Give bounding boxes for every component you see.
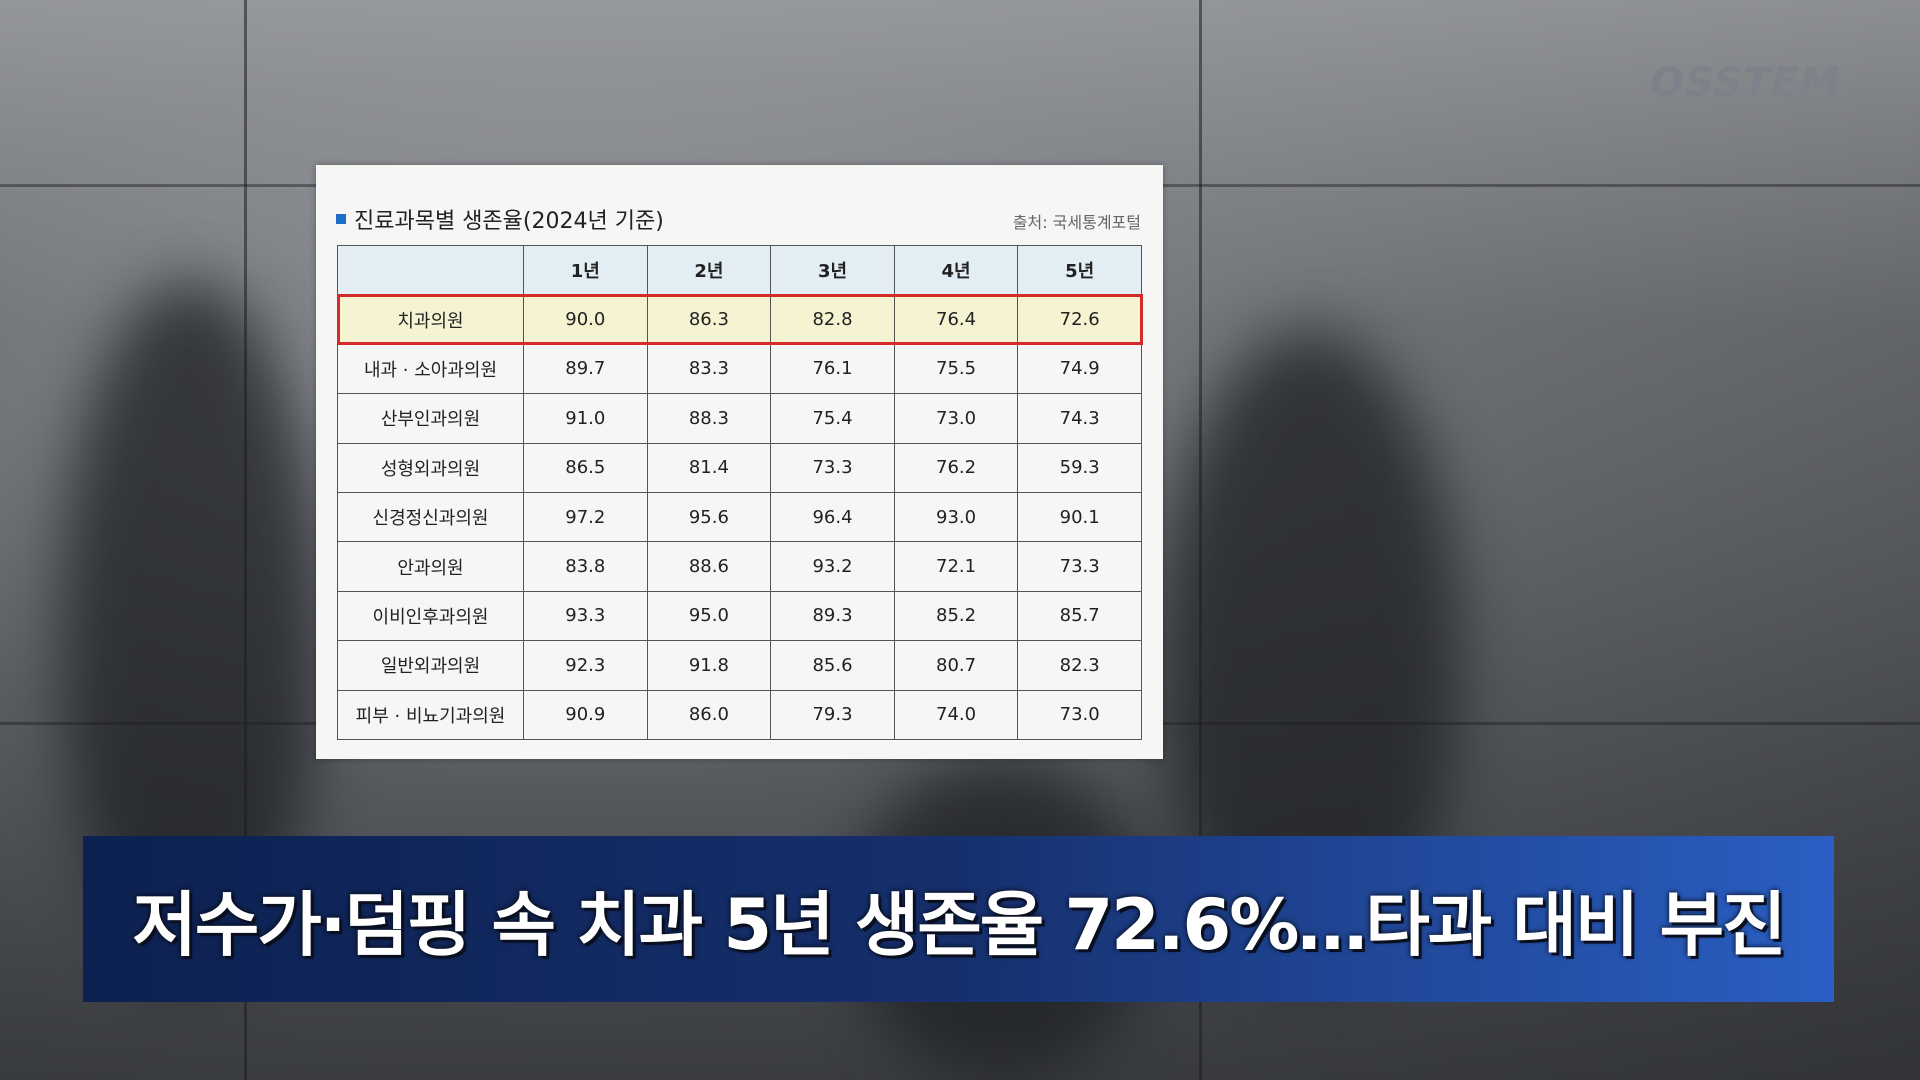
table-row: 신경정신과의원 97.2 95.6 96.4 93.0 90.1 — [337, 491, 1142, 543]
table-cell: 93.0 — [893, 491, 1019, 543]
broadcaster-logo: OSSTEM — [1650, 60, 1841, 106]
table-row: 치과의원 90.0 86.3 82.8 76.4 72.6 — [336, 293, 1143, 346]
table-row: 피부 · 비뇨기과의원 90.9 86.0 79.3 74.0 73.0 — [337, 689, 1142, 740]
table-cell: 74.3 — [1017, 393, 1142, 444]
table-cell: 81.4 — [646, 442, 772, 493]
column-header: 4년 — [893, 244, 1019, 296]
video-wall-seam — [1199, 0, 1202, 1080]
table-cell: 89.7 — [523, 343, 648, 395]
column-header: 1년 — [523, 244, 648, 296]
table-cell: 90.0 — [523, 294, 648, 345]
table-cell: 83.3 — [646, 343, 772, 395]
table-row: 일반외과의원 92.3 91.8 85.6 80.7 82.3 — [337, 640, 1142, 691]
table-cell: 92.3 — [523, 640, 648, 691]
row-label: 안과의원 — [337, 541, 524, 592]
row-label: 성형외과의원 — [337, 442, 524, 493]
survival-rate-table: 1년 2년 3년 4년 5년 치과의원 90.0 86.3 82.8 76.4 72.6 내과 · … — [336, 244, 1143, 740]
table-cell: 79.3 — [770, 689, 895, 740]
row-label: 내과 · 소아과의원 — [337, 343, 524, 395]
column-header: 3년 — [770, 244, 895, 296]
table-cell: 93.2 — [770, 541, 895, 592]
table-cell: 97.2 — [523, 491, 648, 543]
headline: 저수가·덤핑 속 치과 5년 생존율 72.6%…타과 대비 부진 — [132, 883, 1787, 966]
table-cell: 85.2 — [893, 590, 1019, 642]
table-cell: 86.5 — [523, 442, 648, 493]
table-cell: 73.0 — [893, 393, 1019, 444]
table-cell: 88.6 — [646, 541, 772, 592]
table-cell: 95.6 — [646, 491, 772, 543]
table-cell: 76.2 — [893, 442, 1019, 493]
table-cell: 76.4 — [893, 294, 1019, 345]
headline-banner: 저수가·덤핑 속 치과 5년 생존율 72.6%…타과 대비 부진 — [83, 836, 1834, 1002]
table-row: 이비인후과의원 93.3 95.0 89.3 85.2 85.7 — [337, 590, 1142, 642]
table-cell: 73.3 — [1017, 541, 1142, 592]
table-cell: 91.0 — [523, 393, 648, 444]
table-cell: 93.3 — [523, 590, 648, 642]
table-cell: 80.7 — [893, 640, 1019, 691]
column-header: 5년 — [1017, 244, 1142, 296]
table-cell: 73.0 — [1017, 689, 1142, 740]
table-cell: 85.7 — [1017, 590, 1142, 642]
table-cell: 74.9 — [1017, 343, 1142, 395]
table-cell: 72.6 — [1017, 294, 1142, 345]
row-label: 신경정신과의원 — [337, 491, 524, 543]
table-cell: 85.6 — [770, 640, 895, 691]
table-cell: 88.3 — [646, 393, 772, 444]
table-cell: 72.1 — [893, 541, 1019, 592]
column-header: 2년 — [646, 244, 772, 296]
survival-rate-panel: 진료과목별 생존율(2024년 기준) 출처: 국세통계포털 1년 2년 3년 4년 5… — [316, 165, 1163, 759]
table-cell: 90.1 — [1017, 491, 1142, 543]
table-cell: 86.0 — [646, 689, 772, 740]
table-cell: 82.3 — [1017, 640, 1142, 691]
column-header — [337, 244, 524, 296]
table-cell: 82.8 — [770, 294, 895, 345]
table-cell: 86.3 — [646, 294, 772, 345]
table-row: 안과의원 83.8 88.6 93.2 72.1 73.3 — [337, 541, 1142, 592]
table-row: 산부인과의원 91.0 88.3 75.4 73.0 74.3 — [337, 393, 1142, 444]
table-title: 진료과목별 생존율(2024년 기준) — [336, 203, 664, 235]
table-cell: 75.4 — [770, 393, 895, 444]
row-label: 일반외과의원 — [337, 640, 524, 691]
table-cell: 91.8 — [646, 640, 772, 691]
row-label: 피부 · 비뇨기과의원 — [337, 689, 524, 740]
table-cell: 90.9 — [523, 689, 648, 740]
row-label: 치과의원 — [337, 294, 524, 345]
table-cell: 89.3 — [770, 590, 895, 642]
table-cell: 96.4 — [770, 491, 895, 543]
video-wall-seam — [244, 0, 247, 1080]
table-cell: 95.0 — [646, 590, 772, 642]
table-cell: 76.1 — [770, 343, 895, 395]
row-label: 이비인후과의원 — [337, 590, 524, 642]
table-cell: 74.0 — [893, 689, 1019, 740]
table-cell: 73.3 — [770, 442, 895, 493]
table-row: 성형외과의원 86.5 81.4 73.3 76.2 59.3 — [337, 442, 1142, 493]
row-label: 산부인과의원 — [337, 393, 524, 444]
table-cell: 83.8 — [523, 541, 648, 592]
table-cell: 75.5 — [893, 343, 1019, 395]
table-source: 출처: 국세통계포털 — [1012, 213, 1141, 232]
table-row: 내과 · 소아과의원 89.7 83.3 76.1 75.5 74.9 — [337, 343, 1142, 395]
bullet-square-icon — [336, 214, 346, 224]
table-cell: 59.3 — [1017, 442, 1142, 493]
